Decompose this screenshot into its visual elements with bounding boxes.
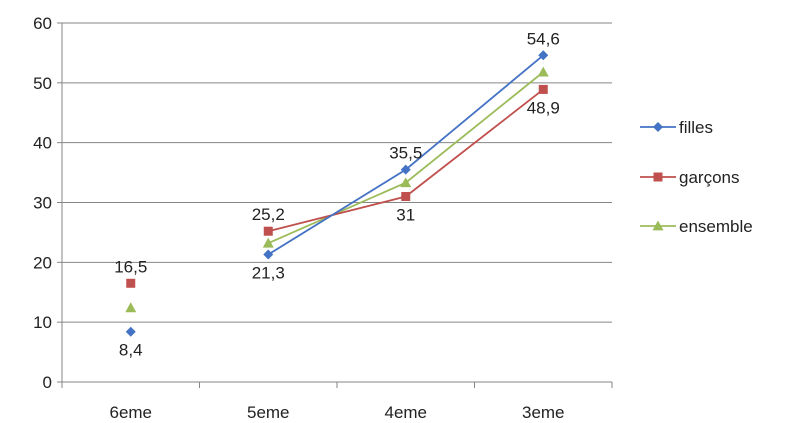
data-point-ensemble — [537, 66, 549, 77]
x-tick-label: 3eme — [522, 403, 565, 422]
y-tick-label: 10 — [33, 313, 52, 332]
data-label: 31 — [396, 206, 415, 225]
legend-label: filles — [679, 118, 713, 137]
legend-marker-ensemble — [652, 220, 664, 231]
legend-label: garçons — [679, 168, 739, 187]
x-tick-label: 5eme — [247, 403, 290, 422]
data-point-filles — [125, 326, 136, 337]
legend-label: ensemble — [679, 217, 753, 236]
data-point-ensemble — [262, 237, 274, 248]
data-point-filles — [263, 249, 274, 260]
data-label: 21,3 — [252, 264, 285, 283]
data-point-garçons — [401, 192, 411, 202]
data-label: 16,5 — [114, 257, 147, 276]
legend-marker-filles — [653, 122, 663, 132]
x-tick-label: 6eme — [109, 403, 152, 422]
data-point-garçons — [538, 84, 548, 94]
y-tick-label: 40 — [33, 134, 52, 153]
y-tick-label: 0 — [43, 373, 52, 392]
data-label: 35,5 — [389, 144, 422, 163]
data-point-filles — [538, 50, 549, 61]
y-tick-label: 20 — [33, 253, 52, 272]
data-point-garçons — [126, 278, 136, 288]
data-point-garçons — [263, 226, 273, 236]
data-label: 8,4 — [119, 341, 143, 360]
data-point-ensemble — [125, 302, 137, 313]
y-tick-label: 60 — [33, 14, 52, 33]
data-point-filles — [400, 164, 411, 175]
data-point-ensemble — [400, 177, 412, 188]
data-label: 48,9 — [527, 98, 560, 117]
y-tick-label: 50 — [33, 74, 52, 93]
x-tick-label: 4eme — [384, 403, 427, 422]
y-tick-label: 30 — [33, 194, 52, 213]
legend-marker-garçons — [653, 172, 663, 182]
data-label: 54,6 — [527, 29, 560, 48]
data-label: 25,2 — [252, 205, 285, 224]
